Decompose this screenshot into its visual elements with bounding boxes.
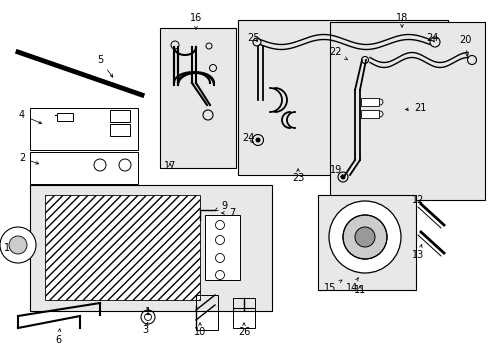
- Text: 20: 20: [458, 35, 470, 57]
- Circle shape: [354, 227, 374, 247]
- Text: 26: 26: [237, 323, 250, 337]
- Text: 22: 22: [329, 47, 347, 60]
- Bar: [204, 215, 240, 280]
- Text: 24: 24: [242, 133, 254, 143]
- Text: 18: 18: [395, 13, 407, 27]
- Bar: [317, 195, 415, 290]
- Text: 7: 7: [221, 208, 235, 218]
- Text: 5: 5: [97, 55, 113, 77]
- Text: 11: 11: [353, 285, 366, 295]
- Bar: [360, 98, 378, 106]
- Text: 24: 24: [425, 33, 437, 43]
- Bar: [30, 152, 138, 184]
- Bar: [45, 195, 200, 300]
- Circle shape: [340, 175, 345, 179]
- Circle shape: [342, 215, 386, 259]
- Bar: [196, 295, 218, 330]
- Circle shape: [9, 236, 27, 254]
- Text: 12: 12: [411, 195, 423, 205]
- Bar: [329, 22, 484, 200]
- Text: 14: 14: [345, 278, 358, 293]
- Text: 6: 6: [55, 329, 61, 345]
- Text: 8: 8: [213, 237, 224, 247]
- Text: 9: 9: [215, 201, 226, 211]
- Text: 21: 21: [405, 103, 426, 113]
- Bar: [110, 124, 130, 136]
- Bar: [57, 113, 73, 121]
- Text: 10: 10: [193, 323, 206, 337]
- Text: 19: 19: [329, 165, 343, 178]
- Circle shape: [256, 138, 260, 142]
- Bar: [238, 20, 447, 175]
- Bar: [232, 298, 254, 328]
- Text: 13: 13: [411, 244, 423, 260]
- Text: 23: 23: [291, 169, 304, 183]
- Circle shape: [328, 201, 400, 273]
- Text: 25: 25: [247, 33, 260, 43]
- Text: 4: 4: [19, 110, 41, 124]
- Text: 1: 1: [144, 307, 151, 317]
- Bar: [30, 185, 271, 311]
- Text: 15: 15: [323, 280, 341, 293]
- Text: 3: 3: [142, 322, 148, 335]
- Text: 10: 10: [4, 243, 16, 253]
- Circle shape: [0, 227, 36, 263]
- Bar: [30, 108, 138, 150]
- Bar: [360, 110, 378, 118]
- Text: 16: 16: [189, 13, 202, 29]
- Bar: [110, 110, 130, 122]
- Bar: [160, 28, 236, 168]
- Text: 2: 2: [19, 153, 39, 164]
- Text: 17: 17: [163, 161, 176, 171]
